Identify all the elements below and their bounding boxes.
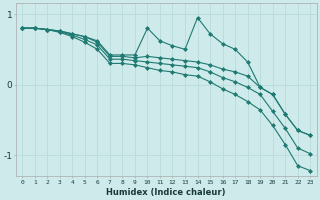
X-axis label: Humidex (Indice chaleur): Humidex (Indice chaleur) <box>107 188 226 197</box>
